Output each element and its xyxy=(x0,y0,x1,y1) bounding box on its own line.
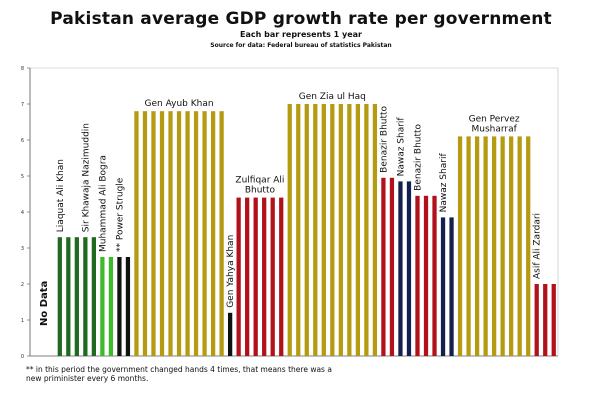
bar xyxy=(500,136,505,356)
y-tick-label: 0 xyxy=(21,354,24,360)
y-tick-label: 1 xyxy=(21,318,24,324)
y-tick-label: 2 xyxy=(21,282,24,288)
y-tick-label: 7 xyxy=(21,102,24,108)
bar xyxy=(142,111,148,356)
bar xyxy=(108,257,114,356)
bar xyxy=(279,197,284,356)
bar xyxy=(253,197,258,356)
government-label: Benazir Bhutto xyxy=(413,123,423,190)
bar xyxy=(57,237,62,356)
y-tick-label: 6 xyxy=(21,138,24,144)
bar xyxy=(457,136,463,356)
bar xyxy=(517,136,522,356)
bar xyxy=(193,111,199,356)
government-label: Gen Ayub Khan xyxy=(145,99,214,109)
bar xyxy=(185,111,190,356)
bar xyxy=(398,181,403,356)
bar xyxy=(347,104,352,356)
government-label: Gen Zia ul Haq xyxy=(299,92,366,102)
bar xyxy=(432,195,437,356)
bar xyxy=(372,104,378,356)
government-label: Nawaz Sharif xyxy=(439,153,449,213)
bar xyxy=(100,257,105,356)
government-label: Sir Khawaja Nazimuddin xyxy=(81,123,91,232)
bar xyxy=(313,104,318,356)
bar xyxy=(125,257,131,356)
government-label: Gen Yahya Khan xyxy=(226,235,236,308)
bar xyxy=(210,111,216,356)
y-tick-label: 5 xyxy=(21,174,24,180)
y-tick-label: 4 xyxy=(21,210,24,216)
footnote: ** in this period the government changed… xyxy=(26,365,332,383)
bar xyxy=(492,136,497,356)
bar xyxy=(355,104,360,356)
bar xyxy=(296,104,301,356)
bar xyxy=(551,284,556,356)
government-label: Gen Pervez xyxy=(469,114,520,124)
bar xyxy=(364,104,369,356)
government-label: Zulfiqar Ali xyxy=(235,176,284,186)
bar xyxy=(304,104,309,356)
bar xyxy=(176,111,182,356)
bar xyxy=(534,284,539,356)
government-label: Liaquat Ali Khan xyxy=(56,159,66,232)
bar xyxy=(406,181,412,356)
bar xyxy=(168,111,173,356)
bar xyxy=(117,257,122,356)
bar xyxy=(134,111,139,356)
bar xyxy=(287,104,292,356)
bar xyxy=(321,104,326,356)
bar xyxy=(440,217,446,356)
bar xyxy=(543,284,548,356)
bar xyxy=(509,136,514,356)
y-tick-label: 8 xyxy=(21,66,24,72)
chart-source: Source for data: Federal bureau of stati… xyxy=(210,42,392,49)
bar xyxy=(74,237,79,356)
bar xyxy=(270,197,275,356)
bar xyxy=(66,237,71,356)
bar xyxy=(202,111,207,356)
bar xyxy=(245,197,250,356)
government-label: Nawaz Sharif xyxy=(396,117,406,177)
bar xyxy=(219,111,224,356)
bar xyxy=(381,177,386,356)
bar xyxy=(228,312,233,356)
no-data-label: No Data xyxy=(39,281,50,326)
bar xyxy=(159,111,165,356)
bar xyxy=(236,197,241,356)
bar xyxy=(151,111,156,356)
bar xyxy=(466,136,471,356)
bar xyxy=(338,104,343,356)
government-label: ** Power Strugle xyxy=(115,177,125,252)
government-label: Bhutto xyxy=(245,186,276,196)
y-tick-label: 3 xyxy=(21,246,24,252)
bar xyxy=(389,177,395,356)
bar xyxy=(526,136,531,356)
chart-subtitle: Each bar represents 1 year xyxy=(240,30,362,39)
bar xyxy=(423,195,429,356)
bar xyxy=(330,104,335,356)
government-label: Muhammad Ali Bogra xyxy=(98,155,108,252)
bar xyxy=(83,237,88,356)
government-label: Musharraf xyxy=(471,124,517,134)
bar xyxy=(483,136,488,356)
chart-title: Pakistan average GDP growth rate per gov… xyxy=(50,9,552,29)
bar xyxy=(91,237,96,356)
bar xyxy=(262,197,267,356)
government-label: Benazir Bhutto xyxy=(379,105,389,172)
bar xyxy=(449,217,454,356)
bar xyxy=(474,136,480,356)
government-label: Asif Ali Zardari xyxy=(533,213,543,279)
bar xyxy=(415,195,420,356)
